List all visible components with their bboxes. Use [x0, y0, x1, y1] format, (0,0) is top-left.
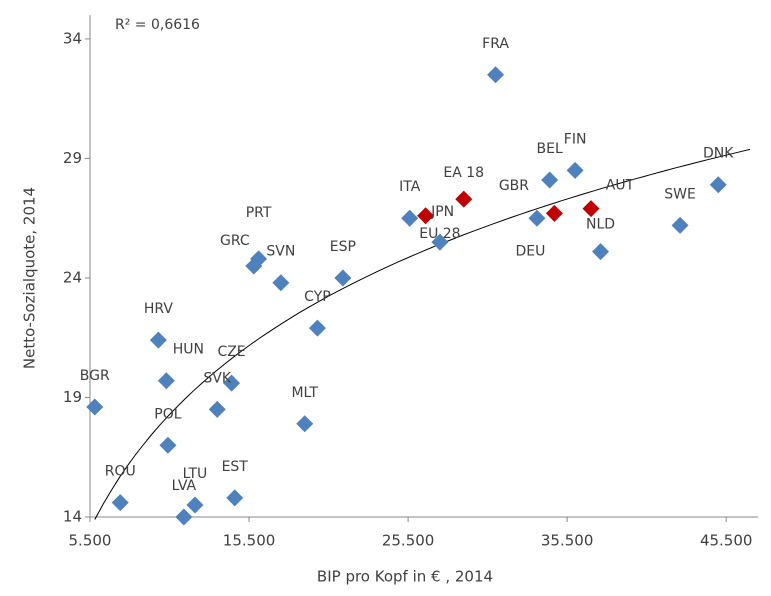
- trendline: [94, 148, 751, 520]
- point-label: BEL: [537, 141, 563, 157]
- point-label: CYP: [304, 289, 331, 305]
- point-label: FIN: [564, 131, 587, 147]
- point-label: DEU: [515, 243, 545, 259]
- point: [709, 176, 727, 194]
- annotation: R² = 0,6616: [115, 17, 200, 33]
- point: [334, 269, 352, 287]
- x-tick-label: 45.500: [700, 532, 753, 550]
- point: [149, 331, 167, 349]
- point-label: EU 28: [419, 226, 460, 242]
- point: [671, 216, 689, 234]
- point: [541, 171, 559, 189]
- point: [582, 200, 600, 218]
- y-tick-label: 19: [63, 388, 82, 406]
- point: [308, 319, 326, 337]
- point: [528, 209, 546, 227]
- point-label: BGR: [80, 368, 110, 384]
- x-tick-label: 15.500: [223, 532, 276, 550]
- point-label: PRT: [246, 205, 272, 221]
- point: [592, 243, 610, 261]
- point: [431, 233, 449, 251]
- point-label: ESP: [330, 239, 356, 255]
- point: [455, 190, 473, 208]
- point-label: HUN: [173, 342, 204, 358]
- point: [417, 207, 435, 225]
- point: [208, 400, 226, 418]
- point-label: JPN: [430, 204, 454, 220]
- point-label: SVK: [203, 370, 231, 386]
- point-label: HRV: [144, 301, 173, 317]
- point: [157, 372, 175, 390]
- point: [226, 489, 244, 507]
- point: [159, 436, 177, 454]
- point: [545, 204, 563, 222]
- point: [223, 374, 241, 392]
- point: [175, 508, 193, 526]
- point: [272, 274, 290, 292]
- point-label: FRA: [482, 36, 509, 52]
- point-label: LTU: [183, 466, 208, 482]
- x-tick-label: 5.500: [69, 532, 112, 550]
- y-tick-label: 34: [63, 29, 82, 47]
- point-label: LVA: [172, 478, 197, 494]
- y-axis-title: Netto-Sozialquote, 2014: [21, 187, 39, 369]
- x-axis-title: BIP pro Kopf in € , 2014: [317, 568, 493, 586]
- point: [186, 496, 204, 514]
- y-tick-label: 14: [63, 508, 82, 526]
- point: [111, 494, 129, 512]
- x-tick-label: 35.500: [541, 532, 594, 550]
- point-label: MLT: [291, 385, 318, 401]
- y-tick-label: 29: [63, 149, 82, 167]
- point: [250, 250, 268, 268]
- point: [487, 66, 505, 84]
- point-label: EST: [222, 459, 249, 475]
- point-label: ITA: [399, 179, 421, 195]
- point: [296, 415, 314, 433]
- x-tick-label: 25.500: [382, 532, 435, 550]
- point: [86, 398, 104, 416]
- point-label: DNK: [703, 146, 734, 162]
- y-tick-label: 24: [63, 268, 82, 286]
- point-label: CZE: [217, 344, 245, 360]
- point: [566, 161, 584, 179]
- point: [401, 209, 419, 227]
- point-label: GRC: [220, 233, 250, 249]
- point-label: SVN: [266, 244, 295, 260]
- point-label: AUT: [606, 178, 635, 194]
- point: [245, 257, 263, 275]
- point-label: NLD: [586, 217, 615, 233]
- point-label: EA 18: [443, 165, 484, 181]
- point-label: ROU: [105, 464, 136, 480]
- point-label: POL: [154, 406, 181, 422]
- point-label: SWE: [664, 186, 696, 202]
- point-label: GBR: [499, 178, 529, 194]
